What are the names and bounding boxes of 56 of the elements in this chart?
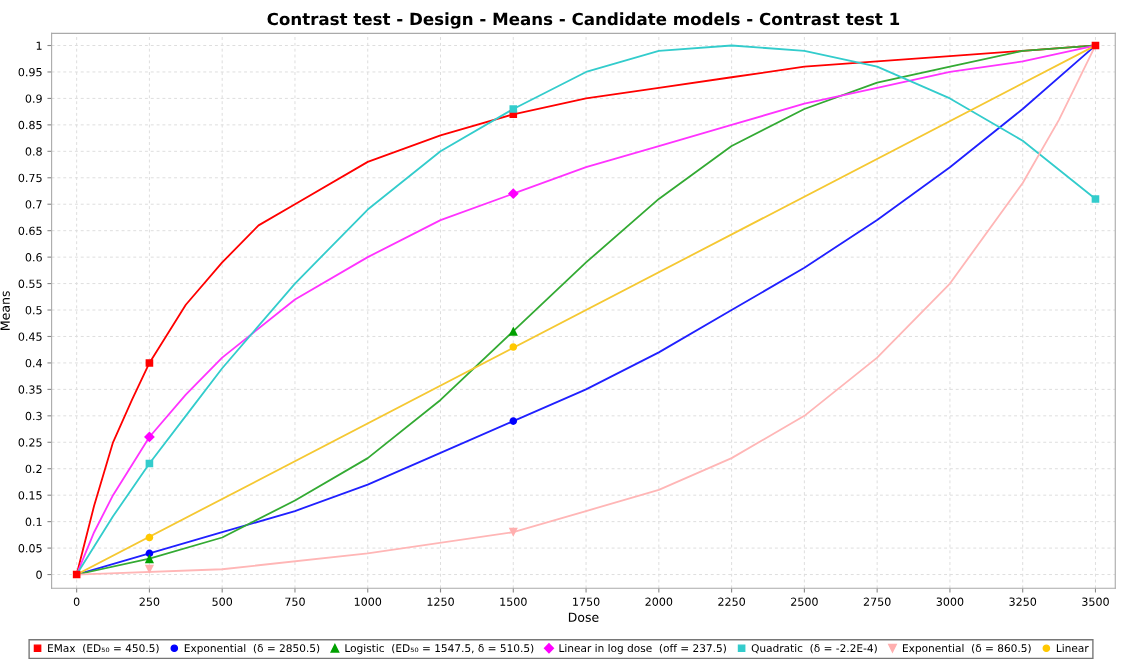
x-tick-label: 250 [139,597,160,606]
point [144,564,154,574]
y-tick-label: 0.9 [25,94,42,103]
y-tick-label: 0.25 [18,438,42,447]
y-tick-label: 0.15 [18,491,42,500]
x-tick-label: 0 [73,597,80,606]
y-tick-label: 0.8 [25,147,42,156]
point [1091,195,1100,203]
y-tick-label: 0.85 [18,120,42,130]
x-tick-label: 2500 [791,597,818,606]
point [145,533,154,542]
y-tick-label: 0.1 [25,517,42,527]
x-tick-label: 2750 [863,597,891,606]
y-tick-label: 0.3 [25,411,42,421]
x-tick-label: 750 [285,597,305,606]
x-tick-label: 3000 [936,597,964,606]
y-tick-label: 0.6 [25,253,42,262]
y-tick-label: 0.35 [18,385,42,394]
point [509,417,518,425]
legend-label: Logistic (ED₅₀ = 1547.5, δ = 510.5) [345,643,534,655]
y-tick-label: 0.55 [18,279,42,288]
x-tick-label: 1000 [354,597,382,606]
legend-label: Linear [1056,643,1089,653]
y-tick-label: 0.95 [18,67,42,77]
point [509,343,518,351]
y-tick-label: 0.7 [25,200,42,209]
y-tick-label: 0.65 [18,226,42,236]
point [509,105,518,113]
y-tick-label: 0.2 [25,464,42,474]
x-tick-label: 3250 [1009,597,1037,606]
legend-label: Linear in log dose (off = 237.5) [559,643,726,655]
x-tick-label: 1250 [427,597,454,606]
legend-label: EMax (ED₅₀ = 450.5) [48,643,159,654]
x-tick-label: 2250 [718,597,746,606]
y-tick-label: 0.75 [18,173,42,183]
legend-label: Quadratic (δ = -2.2E-4) [751,643,877,654]
y-axis-title: Means [0,291,10,330]
point [144,554,154,564]
y-tick-label: 0 [36,570,42,579]
point [507,188,519,200]
x-tick-label: 1750 [573,597,600,606]
x-axis-title: Dose [568,612,599,622]
x-tick-label: 1500 [500,597,527,606]
legend-label: Exponential (δ = 2850.5) [184,643,320,655]
y-tick-label: 0.05 [18,544,42,553]
y-tick-label: 1 [36,41,42,50]
y-tick-label: 0.5 [25,306,42,315]
point [145,359,154,367]
x-tick-label: 2000 [645,597,673,606]
chart-title: Contrast test - Design - Means - Candidate models - Contrast test 1 [267,12,900,29]
legend-label: Exponential (δ = 860.5) [903,643,1031,655]
point [508,326,518,336]
x-tick-label: 3500 [1082,597,1109,606]
y-tick-label: 0.4 [25,358,42,368]
x-tick-label: 500 [212,597,233,606]
y-tick-label: 0.45 [18,332,42,341]
